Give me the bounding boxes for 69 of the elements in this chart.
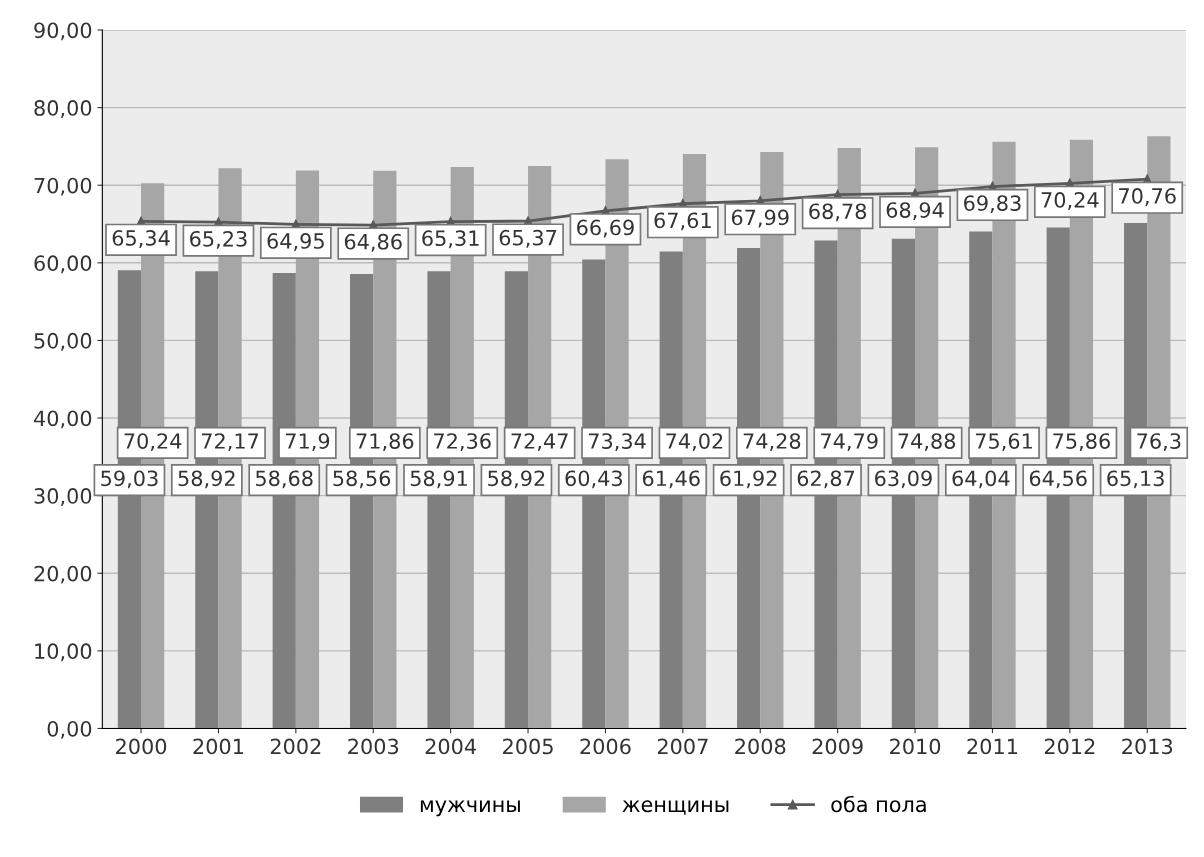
x-tick-label: 2013 <box>1122 738 1173 755</box>
y-tick-label: 0,00 <box>47 720 92 739</box>
data-label: 66,69 <box>577 219 634 238</box>
data-label: 62,87 <box>797 470 855 489</box>
x-tick-label: 2001 <box>193 738 244 755</box>
data-label: 76,3 <box>1137 433 1181 452</box>
x-tick-label: 2003 <box>348 738 399 755</box>
y-tick-label: 70,00 <box>34 177 92 196</box>
y-tick-label: 10,00 <box>35 643 92 662</box>
x-tick-label: 2010 <box>890 738 941 755</box>
data-label: 67,61 <box>654 212 711 231</box>
x-tick-label: 2005 <box>503 738 553 755</box>
data-label: 75,86 <box>1053 433 1110 452</box>
y-tick-label: 40,00 <box>33 410 92 429</box>
legend-label: женщины <box>622 800 729 815</box>
data-label: 69,83 <box>964 195 1021 214</box>
x-tick-label: 2004 <box>425 738 476 755</box>
data-label: 65,34 <box>112 230 170 248</box>
data-label: 70,76 <box>1119 188 1176 206</box>
y-tick-label: 50,00 <box>34 332 92 351</box>
legend-label: оба пола <box>831 795 926 813</box>
data-label: 74,88 <box>898 433 956 452</box>
data-label: 71,9 <box>285 433 330 452</box>
data-label: 64,95 <box>267 233 324 251</box>
x-tick-label: 2008 <box>735 738 786 755</box>
data-label: 59,03 <box>101 470 158 489</box>
data-label: 58,68 <box>256 470 313 489</box>
x-tick-label: 2009 <box>812 738 863 755</box>
data-label: 58,92 <box>178 470 235 489</box>
y-tick-label: 20,00 <box>34 565 92 584</box>
data-label: 67,99 <box>731 209 789 228</box>
data-label: 65,31 <box>422 230 479 249</box>
y-tick-label: 30,00 <box>34 488 92 506</box>
data-label: 70,24 <box>124 433 182 452</box>
y-tick-label: 60,00 <box>34 255 92 274</box>
data-label: 64,04 <box>952 470 1010 489</box>
x-tick-label: 2002 <box>270 738 321 755</box>
data-label: 72,47 <box>511 433 568 452</box>
data-label: 75,61 <box>975 433 1032 452</box>
x-tick-label: 2012 <box>1044 738 1095 755</box>
y-tick-label: 80,00 <box>34 100 92 118</box>
data-label: 71,86 <box>356 433 414 452</box>
data-label: 68,94 <box>886 202 944 221</box>
data-label: 58,56 <box>333 470 391 489</box>
data-label: 65,13 <box>1107 470 1164 489</box>
data-label: 60,43 <box>565 470 622 489</box>
x-tick-label: 2006 <box>580 738 631 755</box>
data-label: 58,91 <box>410 470 467 489</box>
x-tick-label: 2011 <box>967 738 1018 755</box>
data-label: 58,92 <box>488 470 545 489</box>
x-tick-label: 2000 <box>116 738 167 755</box>
data-label: 74,02 <box>666 433 723 452</box>
legend-label: мужчины <box>420 800 520 817</box>
y-tick-label: 90,00 <box>34 22 92 41</box>
data-label: 63,09 <box>875 470 932 489</box>
data-label: 74,28 <box>743 433 801 452</box>
data-label: 65,23 <box>190 230 247 249</box>
data-label: 72,36 <box>434 433 491 452</box>
data-label: 65,37 <box>499 229 557 248</box>
data-label: 61,46 <box>642 470 700 489</box>
data-label: 70,24 <box>1041 192 1099 210</box>
data-label: 74,79 <box>821 433 878 452</box>
data-label: 64,56 <box>1029 470 1087 489</box>
data-label: 73,34 <box>588 433 646 452</box>
x-tick-label: 2007 <box>657 738 708 755</box>
data-label: 72,17 <box>201 433 259 452</box>
data-label: 68,78 <box>809 203 867 222</box>
data-label: 61,92 <box>720 470 777 489</box>
data-label: 64,86 <box>344 233 402 252</box>
